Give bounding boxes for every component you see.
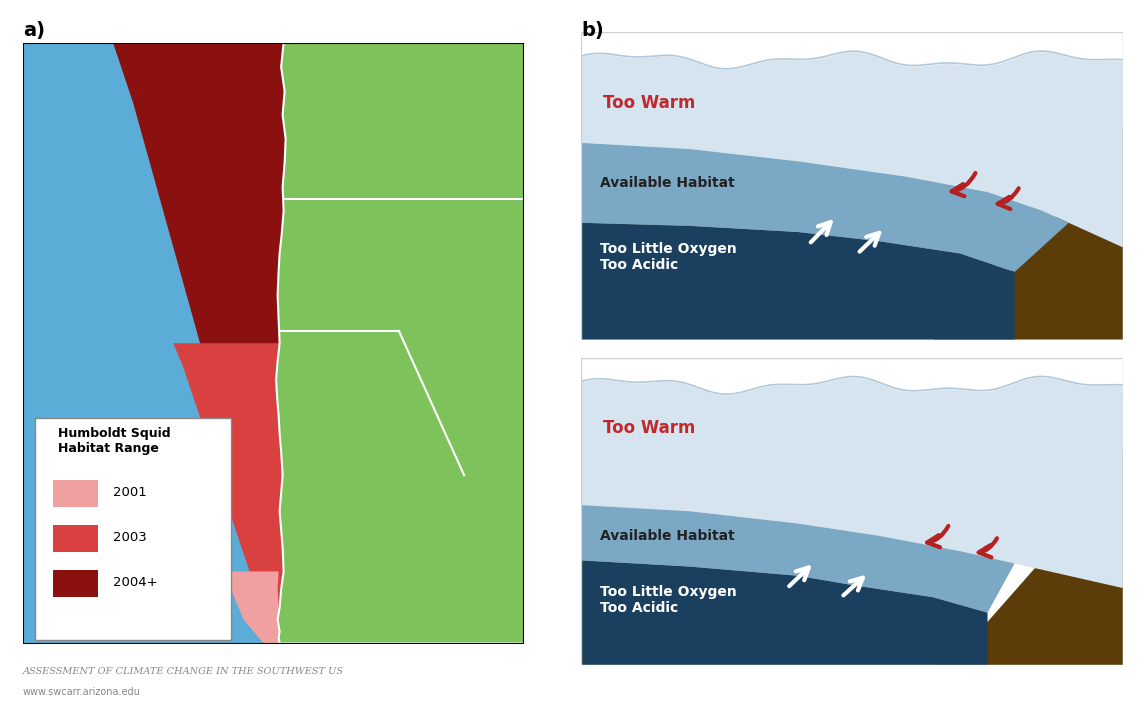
Text: Too Warm: Too Warm <box>603 419 695 437</box>
Text: Available Habitat: Available Habitat <box>601 176 735 189</box>
Text: Too Warm: Too Warm <box>603 94 695 112</box>
Polygon shape <box>581 32 1123 247</box>
Text: ASSESSMENT OF CLIMATE CHANGE IN THE SOUTHWEST US: ASSESSMENT OF CLIMATE CHANGE IN THE SOUT… <box>23 666 344 676</box>
Polygon shape <box>113 43 286 644</box>
Polygon shape <box>581 358 1123 588</box>
Bar <box>52 571 98 596</box>
Text: b): b) <box>581 21 604 41</box>
Text: Too Little Oxygen
Too Acidic: Too Little Oxygen Too Acidic <box>601 586 738 616</box>
Text: www.swcarr.arizona.edu: www.swcarr.arizona.edu <box>23 687 140 697</box>
Bar <box>52 480 98 506</box>
Polygon shape <box>276 43 524 644</box>
Polygon shape <box>934 124 1123 340</box>
Text: a): a) <box>23 21 44 41</box>
Text: Humboldt Squid
Habitat Range: Humboldt Squid Habitat Range <box>58 428 171 455</box>
Text: Available Habitat: Available Habitat <box>601 529 735 543</box>
Polygon shape <box>581 223 1015 340</box>
Polygon shape <box>223 571 282 644</box>
Text: 2001: 2001 <box>113 486 147 499</box>
Text: 2004+: 2004+ <box>113 576 157 589</box>
Bar <box>52 526 98 551</box>
Polygon shape <box>581 143 1069 272</box>
Polygon shape <box>173 343 284 644</box>
Polygon shape <box>581 505 1015 613</box>
Text: Too Little Oxygen
Too Acidic: Too Little Oxygen Too Acidic <box>601 242 738 272</box>
Text: 2003: 2003 <box>113 531 147 544</box>
Polygon shape <box>934 450 1123 665</box>
Polygon shape <box>581 561 987 665</box>
FancyBboxPatch shape <box>35 418 231 641</box>
